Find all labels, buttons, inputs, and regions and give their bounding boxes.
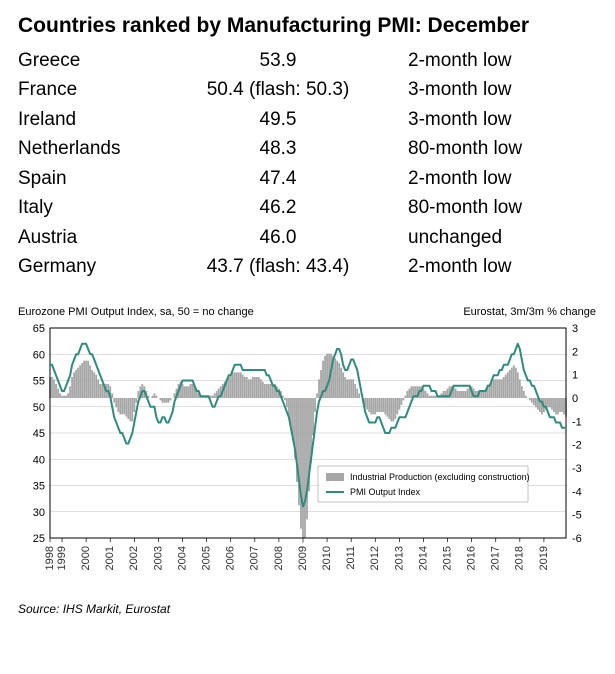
country-cell: Ireland bbox=[18, 105, 168, 134]
table-row: Austria46.0unchanged bbox=[18, 223, 597, 252]
svg-text:-3: -3 bbox=[572, 463, 582, 475]
svg-text:Industrial Production (excludi: Industrial Production (excluding constru… bbox=[350, 472, 530, 482]
svg-text:2008: 2008 bbox=[273, 546, 285, 570]
svg-text:2013: 2013 bbox=[393, 546, 405, 570]
note-cell: 3-month low bbox=[388, 105, 597, 134]
svg-text:55: 55 bbox=[33, 375, 45, 387]
pmi-chart: 25 30 35 40 45 50 55 60 65 -6 -5 -4 -3 -2 -1 0 1 2 3 199819… bbox=[18, 306, 596, 596]
svg-text:3: 3 bbox=[572, 323, 578, 335]
value-cell: 50.4 (flash: 50.3) bbox=[168, 75, 388, 104]
svg-text:-1: -1 bbox=[572, 416, 582, 428]
svg-text:40: 40 bbox=[33, 454, 45, 466]
svg-text:2011: 2011 bbox=[345, 546, 357, 570]
country-cell: France bbox=[18, 75, 168, 104]
svg-text:2004: 2004 bbox=[176, 546, 188, 570]
svg-text:2002: 2002 bbox=[128, 546, 140, 570]
note-cell: 2-month low bbox=[388, 252, 597, 281]
value-cell: 49.5 bbox=[168, 105, 388, 134]
svg-text:2009: 2009 bbox=[297, 546, 309, 570]
note-cell: 80-month low bbox=[388, 134, 597, 163]
svg-text:1: 1 bbox=[572, 369, 578, 381]
svg-text:1998: 1998 bbox=[44, 546, 56, 570]
left-axis-title: Eurozone PMI Output Index, sa, 50 = no c… bbox=[18, 306, 254, 318]
svg-text:2003: 2003 bbox=[152, 546, 164, 570]
svg-text:50: 50 bbox=[33, 401, 45, 413]
svg-text:2: 2 bbox=[572, 346, 578, 358]
svg-text:-2: -2 bbox=[572, 439, 582, 451]
country-cell: Spain bbox=[18, 164, 168, 193]
country-cell: Austria bbox=[18, 223, 168, 252]
svg-text:2010: 2010 bbox=[321, 546, 333, 570]
page-title: Countries ranked by Manufacturing PMI: D… bbox=[18, 14, 597, 38]
table-row: Greece53.92-month low bbox=[18, 46, 597, 75]
value-cell: 48.3 bbox=[168, 134, 388, 163]
svg-text:1999: 1999 bbox=[56, 546, 68, 570]
svg-text:65: 65 bbox=[33, 323, 45, 335]
value-cell: 43.7 (flash: 43.4) bbox=[168, 252, 388, 281]
svg-text:PMI Output Index: PMI Output Index bbox=[350, 487, 421, 497]
svg-text:35: 35 bbox=[33, 480, 45, 492]
table-row: Germany43.7 (flash: 43.4)2-month low bbox=[18, 252, 597, 281]
note-cell: 80-month low bbox=[388, 193, 597, 222]
value-cell: 46.2 bbox=[168, 193, 388, 222]
svg-text:2006: 2006 bbox=[225, 546, 237, 570]
svg-text:60: 60 bbox=[33, 349, 45, 361]
svg-text:2016: 2016 bbox=[466, 546, 478, 570]
svg-text:2000: 2000 bbox=[80, 546, 92, 570]
svg-text:2019: 2019 bbox=[538, 546, 550, 570]
svg-text:2017: 2017 bbox=[490, 546, 502, 570]
value-cell: 53.9 bbox=[168, 46, 388, 75]
chart-container: Eurozone PMI Output Index, sa, 50 = no c… bbox=[18, 306, 596, 596]
note-cell: unchanged bbox=[388, 223, 597, 252]
svg-text:45: 45 bbox=[33, 428, 45, 440]
svg-text:2014: 2014 bbox=[417, 546, 429, 570]
note-cell: 3-month low bbox=[388, 75, 597, 104]
table-row: Italy46.280-month low bbox=[18, 193, 597, 222]
svg-text:30: 30 bbox=[33, 506, 45, 518]
pmi-table: Greece53.92-month lowFrance50.4 (flash: … bbox=[18, 46, 597, 282]
value-cell: 47.4 bbox=[168, 164, 388, 193]
table-row: Spain47.42-month low bbox=[18, 164, 597, 193]
country-cell: Netherlands bbox=[18, 134, 168, 163]
country-cell: Germany bbox=[18, 252, 168, 281]
table-row: Netherlands48.380-month low bbox=[18, 134, 597, 163]
svg-text:2012: 2012 bbox=[369, 546, 381, 570]
note-cell: 2-month low bbox=[388, 164, 597, 193]
svg-text:2001: 2001 bbox=[104, 546, 116, 570]
value-cell: 46.0 bbox=[168, 223, 388, 252]
svg-text:2005: 2005 bbox=[201, 546, 213, 570]
note-cell: 2-month low bbox=[388, 46, 597, 75]
svg-text:-5: -5 bbox=[572, 509, 582, 521]
svg-text:-4: -4 bbox=[572, 486, 582, 498]
table-row: Ireland49.53-month low bbox=[18, 105, 597, 134]
svg-text:-6: -6 bbox=[572, 533, 582, 545]
svg-text:2007: 2007 bbox=[249, 546, 261, 570]
svg-text:2015: 2015 bbox=[441, 546, 453, 570]
svg-text:0: 0 bbox=[572, 393, 578, 405]
svg-text:2018: 2018 bbox=[514, 546, 526, 570]
svg-text:25: 25 bbox=[33, 533, 45, 545]
right-axis-title: Eurostat, 3m/3m % change bbox=[463, 306, 596, 318]
country-cell: Italy bbox=[18, 193, 168, 222]
table-row: France50.4 (flash: 50.3)3-month low bbox=[18, 75, 597, 104]
country-cell: Greece bbox=[18, 46, 168, 75]
source-line: Source: IHS Markit, Eurostat bbox=[18, 602, 597, 616]
